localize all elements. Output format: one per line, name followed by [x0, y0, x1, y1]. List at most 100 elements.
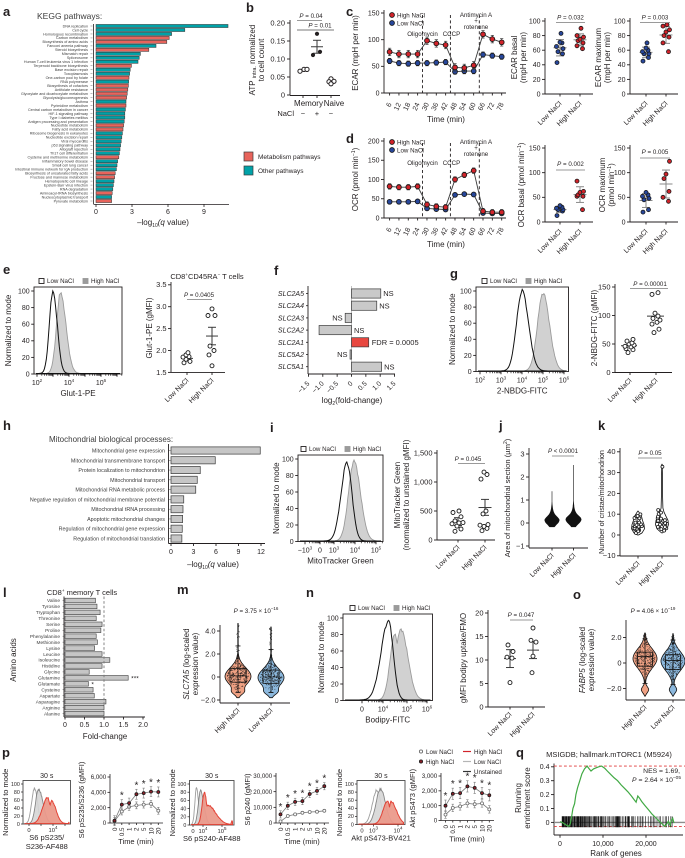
svg-text:Antifolate resistance: Antifolate resistance [55, 88, 88, 92]
svg-text:10: 10 [479, 824, 486, 831]
svg-text:expression value): expression value) [587, 628, 596, 691]
svg-text:m: m [177, 582, 189, 597]
svg-text:log2(fold-change): log2(fold-change) [322, 396, 383, 407]
svg-text:Fanconi anemia pathway: Fanconi anemia pathway [47, 44, 88, 48]
svg-text:NS: NS [332, 314, 342, 323]
svg-text:0: 0 [281, 90, 285, 99]
svg-text:SLC2A2: SLC2A2 [278, 328, 304, 335]
svg-text:1.0: 1.0 [371, 380, 383, 392]
svg-text:20: 20 [475, 608, 483, 617]
svg-text:10: 10 [607, 510, 615, 519]
svg-text:*: * [286, 793, 290, 804]
svg-text:0: 0 [443, 824, 450, 828]
svg-text:Protein localization to mitoch: Protein localization to mitochondrion [78, 468, 165, 474]
svg-text:enrichment score: enrichment score [523, 767, 532, 829]
svg-text:0: 0 [27, 828, 30, 834]
svg-text:100: 100 [368, 177, 380, 184]
svg-text:0.4: 0.4 [540, 764, 550, 771]
svg-text:gMFI bodipy uptake/FMO: gMFI bodipy uptake/FMO [459, 613, 468, 703]
svg-text:P = 0.002: P = 0.002 [557, 161, 584, 168]
svg-text:Allograft rejection: Allograft rejection [60, 148, 89, 152]
svg-text:Mitochondrial RNA metabolic pr: Mitochondrial RNA metabolic process [75, 488, 165, 494]
svg-text:Apoptotic mitochondrial change: Apoptotic mitochondrial changes [87, 517, 165, 523]
svg-text:Antimycin A: Antimycin A [460, 139, 493, 146]
svg-text:5: 5 [472, 824, 479, 828]
svg-text:60: 60 [464, 321, 472, 328]
svg-text:P = 0.04: P = 0.04 [299, 13, 323, 20]
svg-text:P = 0.00001: P = 0.00001 [633, 281, 667, 288]
svg-text:60: 60 [533, 48, 541, 55]
svg-text:Low NaCl: Low NaCl [309, 446, 336, 453]
svg-text:Arginine: Arginine [42, 705, 60, 711]
svg-text:(pmol min−1): (pmol min−1) [607, 163, 616, 207]
svg-text:Oligomycin: Oligomycin [407, 160, 438, 167]
svg-text:ECAR (mpH per min): ECAR (mpH per min) [351, 15, 360, 91]
svg-text:*: * [465, 772, 469, 783]
svg-text:72: 72 [487, 102, 497, 112]
svg-text:0: 0 [112, 827, 119, 831]
svg-text:Carbon metabolism: Carbon metabolism [56, 36, 88, 40]
svg-text:150: 150 [614, 145, 626, 152]
svg-text:78: 78 [496, 102, 506, 112]
svg-text:MitoTracker Green: MitoTracker Green [307, 557, 373, 566]
svg-text:2,000: 2,000 [91, 805, 107, 812]
svg-text:20: 20 [487, 824, 494, 831]
svg-text:10,000: 10,000 [253, 805, 272, 812]
svg-text:40: 40 [331, 665, 339, 672]
svg-text:High NaCl: High NaCl [397, 140, 425, 147]
svg-text:Other pathways: Other pathways [258, 168, 304, 175]
svg-text:NS: NS [383, 289, 393, 298]
svg-text:0.1: 0.1 [540, 806, 550, 813]
svg-text:2.0: 2.0 [205, 649, 215, 658]
svg-text:a: a [3, 4, 11, 19]
svg-text:2.0: 2.0 [138, 722, 148, 729]
svg-text:20: 20 [22, 355, 30, 362]
svg-text:36: 36 [431, 227, 441, 237]
svg-text:OCR basal (pmol min−1): OCR basal (pmol min−1) [517, 142, 526, 227]
svg-text:30 s: 30 s [374, 773, 388, 780]
svg-text:Type I diabetes mellitus: Type I diabetes mellitus [49, 116, 88, 120]
svg-text:0.5: 0.5 [80, 722, 90, 729]
svg-text:50: 50 [372, 196, 380, 203]
svg-text:SLC2A4: SLC2A4 [278, 303, 304, 310]
svg-text:0: 0 [479, 702, 483, 711]
svg-text:Regulation of mitochondrial tr: Regulation of mitochondrial translation [73, 537, 165, 543]
svg-text:Serine: Serine [46, 622, 60, 628]
svg-text:80: 80 [22, 305, 30, 312]
svg-text:Isoleucine: Isoleucine [38, 658, 60, 664]
svg-text:1,500: 1,500 [414, 448, 433, 457]
svg-text:24: 24 [412, 102, 422, 112]
svg-text:12: 12 [393, 227, 403, 237]
svg-text:HIF-1 signaling pathway: HIF-1 signaling pathway [48, 112, 88, 116]
svg-text:P = 0.05: P = 0.05 [638, 450, 662, 457]
svg-text:0: 0 [622, 91, 626, 98]
svg-text:0: 0 [191, 829, 194, 835]
svg-text:OCR maximum: OCR maximum [598, 157, 607, 212]
svg-text:0: 0 [103, 820, 107, 827]
svg-text:Pyrimidine metabolism: Pyrimidine metabolism [51, 104, 88, 108]
svg-text:0.05: 0.05 [270, 72, 285, 81]
svg-text:FABP5 (log-scaled: FABP5 (log-scaled [578, 627, 587, 693]
svg-text:30: 30 [421, 227, 431, 237]
svg-text:Glut-1-PE: Glut-1-PE [60, 389, 95, 398]
svg-text:4,000: 4,000 [91, 790, 107, 797]
svg-text:0: 0 [468, 369, 472, 376]
svg-text:1: 1 [520, 495, 524, 504]
svg-text:60: 60 [618, 48, 626, 55]
svg-text:0.5: 0.5 [119, 827, 126, 836]
svg-text:80: 80 [464, 305, 472, 312]
svg-text:100: 100 [11, 782, 20, 788]
svg-text:60: 60 [286, 489, 294, 496]
svg-text:Mitochondrial gene expression: Mitochondrial gene expression [92, 449, 165, 455]
svg-text:100: 100 [177, 782, 186, 788]
svg-text:0: 0 [360, 707, 364, 714]
svg-text:54: 54 [459, 227, 469, 237]
svg-text:40: 40 [464, 337, 472, 344]
svg-text:(normalized to unstained gMFI): (normalized to unstained gMFI) [402, 439, 411, 550]
svg-text:Fold-change: Fold-change [83, 732, 128, 741]
svg-text:Viral myocarditis: Viral myocarditis [61, 140, 88, 144]
svg-text:3: 3 [130, 209, 134, 216]
svg-text:Epstein-Barr virus infection: Epstein-Barr virus infection [44, 183, 88, 187]
svg-text:Mitochondrial transport: Mitochondrial transport [110, 478, 165, 484]
svg-text:80: 80 [618, 33, 626, 40]
